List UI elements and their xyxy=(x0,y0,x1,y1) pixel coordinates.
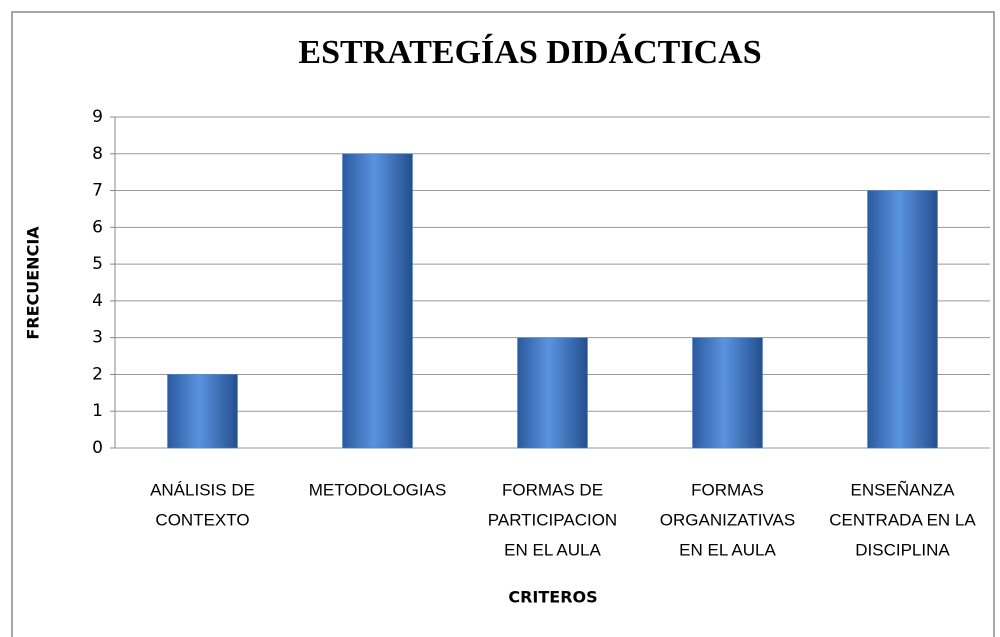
x-tick-label: DISCIPLINA xyxy=(855,540,950,559)
x-tick-label: ENSEÑANZA xyxy=(851,480,956,499)
bar xyxy=(867,190,938,449)
y-tick-label: 9 xyxy=(92,107,103,127)
y-tick-label: 0 xyxy=(92,438,103,458)
chart-title: ESTRATEGÍAS DIDÁCTICAS xyxy=(298,34,761,71)
x-tick-label: METODOLOGIAS xyxy=(309,480,447,499)
x-tick-label: CENTRADA EN LA xyxy=(829,510,976,529)
x-axis-label: CRITEROS xyxy=(508,588,597,607)
x-tick-label: ORGANIZATIVAS xyxy=(660,510,795,529)
y-tick-label: 5 xyxy=(92,254,103,274)
y-axis-label: FRECUENCIA xyxy=(24,226,43,340)
bar xyxy=(342,153,413,449)
bar xyxy=(517,337,588,449)
y-tick-label: 8 xyxy=(92,144,103,164)
x-tick-label: CONTEXTO xyxy=(155,510,249,529)
x-tick-label: FORMAS DE xyxy=(502,480,603,499)
bar xyxy=(692,337,763,449)
y-tick-label: 6 xyxy=(92,217,103,237)
x-tick-label: EN EL AULA xyxy=(679,540,776,559)
x-tick-label: FORMAS xyxy=(691,480,764,499)
y-tick-label: 4 xyxy=(92,291,103,311)
x-tick-label: EN EL AULA xyxy=(504,540,601,559)
x-tick-label: PARTICIPACION xyxy=(488,510,617,529)
y-tick-label: 1 xyxy=(92,401,103,421)
chart-border xyxy=(11,11,995,637)
bar xyxy=(167,374,238,449)
y-tick-label: 3 xyxy=(92,328,103,348)
y-tick-label: 7 xyxy=(92,181,103,201)
y-tick-label: 2 xyxy=(92,364,103,384)
x-tick-label: ANÁLISIS DE xyxy=(150,480,255,499)
